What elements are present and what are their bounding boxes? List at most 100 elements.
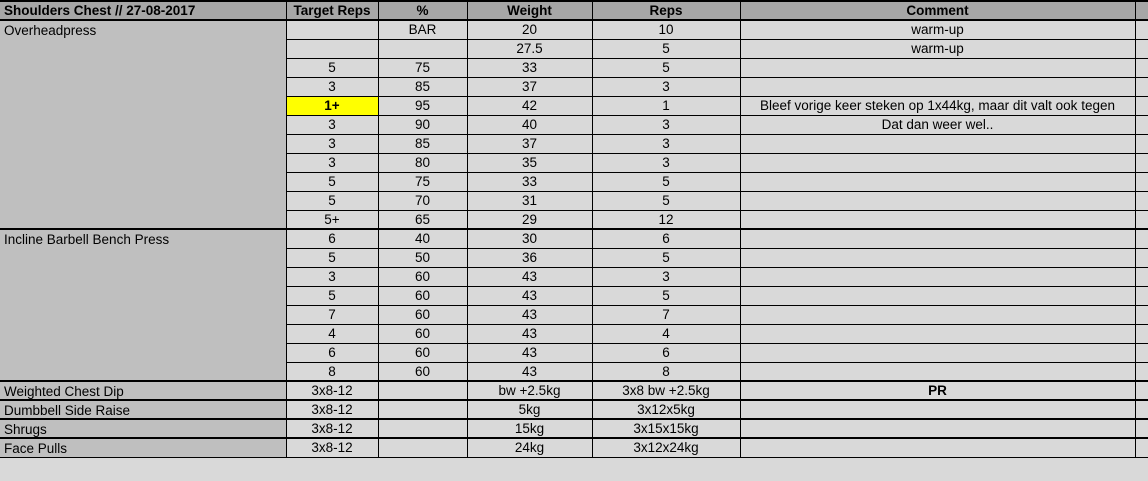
spare-column-cell[interactable]: [1134, 190, 1148, 211]
cell-comment[interactable]: [739, 247, 1136, 268]
cell-comment[interactable]: PR: [739, 380, 1136, 401]
cell-reps[interactable]: 3: [591, 133, 741, 154]
cell-comment[interactable]: [739, 323, 1136, 344]
cell-reps[interactable]: 6: [591, 228, 741, 249]
column-header-percent[interactable]: %: [377, 0, 468, 21]
cell-target-reps[interactable]: 6: [285, 342, 379, 363]
spare-column-cell[interactable]: [1134, 304, 1148, 325]
cell-reps[interactable]: 5: [591, 38, 741, 59]
cell-percent[interactable]: 50: [377, 247, 468, 268]
exercise-name-cell[interactable]: Weighted Chest Dip: [0, 380, 287, 401]
cell-percent[interactable]: [377, 380, 468, 401]
cell-target-reps[interactable]: 3: [285, 152, 379, 173]
cell-reps[interactable]: 5: [591, 285, 741, 306]
cell-reps[interactable]: 5: [591, 171, 741, 192]
cell-weight[interactable]: 42: [466, 95, 593, 116]
cell-weight[interactable]: 27.5: [466, 38, 593, 59]
cell-comment[interactable]: Bleef vorige keer steken op 1x44kg, maar…: [739, 95, 1136, 116]
spare-column-cell[interactable]: [1134, 209, 1148, 230]
cell-percent[interactable]: 65: [377, 209, 468, 230]
cell-comment[interactable]: warm-up: [739, 38, 1136, 59]
spare-column-cell[interactable]: [1134, 285, 1148, 306]
cell-target-reps[interactable]: 6: [285, 228, 379, 249]
cell-reps[interactable]: 7: [591, 304, 741, 325]
cell-percent[interactable]: [377, 437, 468, 458]
cell-weight[interactable]: 35: [466, 152, 593, 173]
cell-comment[interactable]: warm-up: [739, 19, 1136, 40]
cell-weight[interactable]: 43: [466, 342, 593, 363]
cell-reps[interactable]: 3: [591, 114, 741, 135]
cell-percent[interactable]: 60: [377, 361, 468, 382]
exercise-name-cell[interactable]: Overheadpress: [0, 19, 287, 230]
cell-target-reps[interactable]: 5: [285, 171, 379, 192]
spare-column-cell[interactable]: [1134, 114, 1148, 135]
cell-reps[interactable]: 3: [591, 76, 741, 97]
spare-column-cell[interactable]: [1134, 133, 1148, 154]
cell-percent[interactable]: 60: [377, 323, 468, 344]
cell-target-reps[interactable]: 3x8-12: [285, 437, 379, 458]
cell-comment[interactable]: [739, 133, 1136, 154]
cell-target-reps[interactable]: 7: [285, 304, 379, 325]
cell-percent[interactable]: 70: [377, 190, 468, 211]
cell-reps[interactable]: 6: [591, 342, 741, 363]
cell-target-reps[interactable]: 5: [285, 247, 379, 268]
cell-weight[interactable]: 30: [466, 228, 593, 249]
cell-weight[interactable]: 15kg: [466, 418, 593, 439]
cell-percent[interactable]: [377, 399, 468, 420]
cell-percent[interactable]: 60: [377, 266, 468, 287]
cell-comment[interactable]: [739, 399, 1136, 420]
cell-percent[interactable]: 40: [377, 228, 468, 249]
cell-percent[interactable]: [377, 38, 468, 59]
cell-target-reps[interactable]: 8: [285, 361, 379, 382]
cell-target-reps[interactable]: 1+: [285, 95, 379, 116]
cell-comment[interactable]: [739, 209, 1136, 230]
cell-percent[interactable]: 95: [377, 95, 468, 116]
spare-column-cell[interactable]: [1134, 95, 1148, 116]
cell-target-reps[interactable]: 4: [285, 323, 379, 344]
cell-comment[interactable]: [739, 190, 1136, 211]
cell-reps[interactable]: 3x8 bw +2.5kg: [591, 380, 741, 401]
cell-comment[interactable]: Dat dan weer wel..: [739, 114, 1136, 135]
cell-weight[interactable]: 20: [466, 19, 593, 40]
cell-weight[interactable]: 43: [466, 304, 593, 325]
spare-column-cell[interactable]: [1134, 361, 1148, 382]
cell-weight[interactable]: 5kg: [466, 399, 593, 420]
cell-reps[interactable]: 3: [591, 152, 741, 173]
cell-target-reps[interactable]: 3: [285, 133, 379, 154]
cell-target-reps[interactable]: 5: [285, 57, 379, 78]
cell-weight[interactable]: 43: [466, 266, 593, 287]
spare-column-cell[interactable]: [1134, 76, 1148, 97]
cell-target-reps[interactable]: [285, 19, 379, 40]
cell-percent[interactable]: 90: [377, 114, 468, 135]
spare-column-cell[interactable]: [1134, 399, 1148, 420]
cell-target-reps[interactable]: 5: [285, 190, 379, 211]
column-header-target-reps[interactable]: Target Reps: [285, 0, 379, 21]
cell-comment[interactable]: [739, 228, 1136, 249]
spare-column-cell[interactable]: [1134, 266, 1148, 287]
cell-comment[interactable]: [739, 418, 1136, 439]
column-header-reps[interactable]: Reps: [591, 0, 741, 21]
spare-column-cell[interactable]: [1134, 437, 1148, 458]
cell-percent[interactable]: 60: [377, 304, 468, 325]
spare-column-cell[interactable]: [1134, 342, 1148, 363]
exercise-name-cell[interactable]: Dumbbell Side Raise: [0, 399, 287, 420]
spare-column-cell[interactable]: [1134, 152, 1148, 173]
cell-weight[interactable]: 33: [466, 171, 593, 192]
cell-comment[interactable]: [739, 266, 1136, 287]
cell-target-reps[interactable]: 3: [285, 266, 379, 287]
spare-column-cell[interactable]: [1134, 57, 1148, 78]
cell-percent[interactable]: [377, 418, 468, 439]
cell-comment[interactable]: [739, 304, 1136, 325]
cell-percent[interactable]: 75: [377, 57, 468, 78]
cell-weight[interactable]: 29: [466, 209, 593, 230]
cell-weight[interactable]: 43: [466, 285, 593, 306]
spare-column-cell[interactable]: [1134, 247, 1148, 268]
cell-weight[interactable]: 40: [466, 114, 593, 135]
cell-target-reps[interactable]: 3x8-12: [285, 380, 379, 401]
cell-target-reps[interactable]: 5: [285, 285, 379, 306]
cell-weight[interactable]: 36: [466, 247, 593, 268]
column-header-comment[interactable]: Comment: [739, 0, 1136, 21]
cell-weight[interactable]: 43: [466, 323, 593, 344]
cell-weight[interactable]: 33: [466, 57, 593, 78]
cell-comment[interactable]: [739, 76, 1136, 97]
